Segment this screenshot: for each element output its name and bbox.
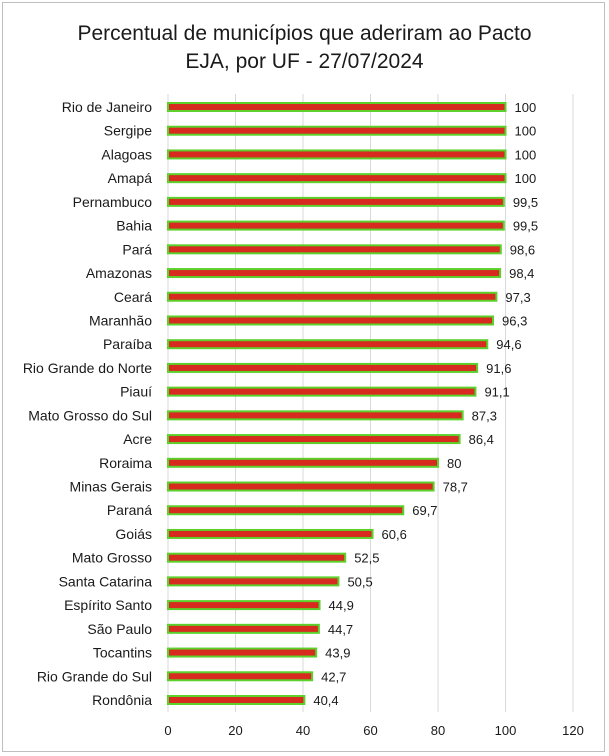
category-label: Pernambuco [73,194,153,210]
category-label: Pará [122,241,152,257]
bar [167,291,498,302]
bar [167,623,320,634]
value-label: 43,9 [325,646,350,661]
value-label: 52,5 [354,551,379,566]
bar [167,268,502,279]
bar [167,410,464,421]
category-label: Ceará [114,289,152,305]
value-label: 100 [515,100,537,115]
x-tick-label: 20 [228,723,242,738]
chart-title-line-1: Percentual de municípios que aderiram ao… [77,22,532,45]
bar [167,173,507,184]
bar [167,102,507,112]
category-label: Rio de Janeiro [62,99,152,115]
category-label: Tocantins [93,645,152,661]
bar [167,600,321,611]
category-label: Roraima [99,455,152,471]
value-label: 91,1 [484,385,509,400]
value-label: 100 [515,171,537,186]
bar [167,434,461,445]
bar [167,481,435,492]
category-label: Piauí [120,384,152,400]
bar [167,386,477,397]
x-tick-label: 80 [431,723,445,738]
bar [167,315,495,326]
category-label: Sergipe [104,123,152,139]
chart-title: Percentual de municípios que aderiram ao… [0,20,609,76]
value-label: 97,3 [505,290,530,305]
value-label: 96,3 [502,313,527,328]
bar [167,244,502,255]
bar [167,196,505,207]
bar [167,647,318,658]
category-label: Goiás [115,526,152,542]
x-tick-label: 100 [495,723,517,738]
value-label: 40,4 [313,693,338,708]
bar [167,552,347,563]
category-label: Santa Catarina [59,573,153,589]
value-label: 98,4 [509,266,534,281]
value-label: 78,7 [443,480,468,495]
bar [167,695,306,705]
category-label: Espírito Santo [64,597,152,613]
category-label: Rio Grande do Norte [23,360,152,376]
value-label: 44,9 [329,598,354,613]
value-label: 50,5 [347,574,372,589]
bar [167,528,374,539]
bar [167,671,314,682]
bar [167,220,505,231]
bar [167,149,507,160]
category-label: Amapá [108,170,153,186]
category-label: Acre [123,431,152,447]
bar [167,125,507,136]
value-label: 99,5 [513,219,538,234]
category-label: Bahia [116,218,152,234]
value-label: 87,3 [472,408,497,423]
chart-title-line-2: EJA, por UF - 27/07/2024 [185,50,424,73]
x-tick-label: 120 [562,723,584,738]
value-label: 69,7 [412,503,437,518]
category-label: Maranhão [89,312,152,328]
value-label: 44,7 [328,622,353,637]
value-label: 98,6 [510,242,535,257]
x-tick-label: 60 [363,723,377,738]
bar [167,457,439,468]
value-label: 100 [515,147,537,162]
bar [167,362,479,373]
category-label: Alagoas [101,146,152,162]
value-label: 60,6 [382,527,407,542]
value-label: 100 [515,124,537,139]
category-label: Mato Grosso do Sul [28,407,152,423]
value-label: 80 [447,456,461,471]
category-label: São Paulo [87,621,152,637]
category-label: Mato Grosso [72,550,152,566]
category-label: Amazonas [86,265,152,281]
value-label: 42,7 [321,669,346,684]
value-label: 86,4 [469,432,494,447]
category-label: Paraná [107,502,152,518]
category-label: Minas Gerais [70,479,152,495]
bar [167,505,405,516]
value-label: 94,6 [496,337,521,352]
x-tick-label: 40 [296,723,310,738]
category-label: Rio Grande do Sul [37,668,152,684]
category-label: Rondônia [92,692,152,708]
value-label: 91,6 [486,361,511,376]
bar [167,576,340,587]
x-tick-label: 0 [164,723,171,738]
category-label: Paraíba [103,336,152,352]
value-label: 99,5 [513,195,538,210]
bar [167,339,489,350]
